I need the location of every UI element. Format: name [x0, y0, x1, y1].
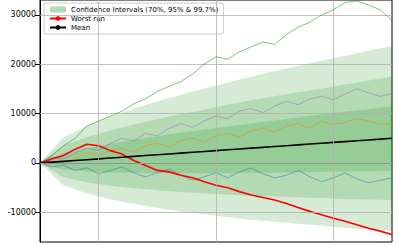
svg-text:Mean: Mean [71, 24, 90, 32]
svg-text:0: 0 [31, 158, 36, 167]
svg-text:-10000: -10000 [8, 208, 36, 217]
svg-text:30000: 30000 [11, 10, 36, 19]
svg-text:20000: 20000 [11, 60, 36, 69]
svg-text:10000: 10000 [11, 109, 36, 118]
svg-text:Worst run: Worst run [71, 14, 105, 23]
svg-text:Confidence Intervals (70%, 95%: Confidence Intervals (70%, 95% & 99.7%) [71, 6, 219, 14]
